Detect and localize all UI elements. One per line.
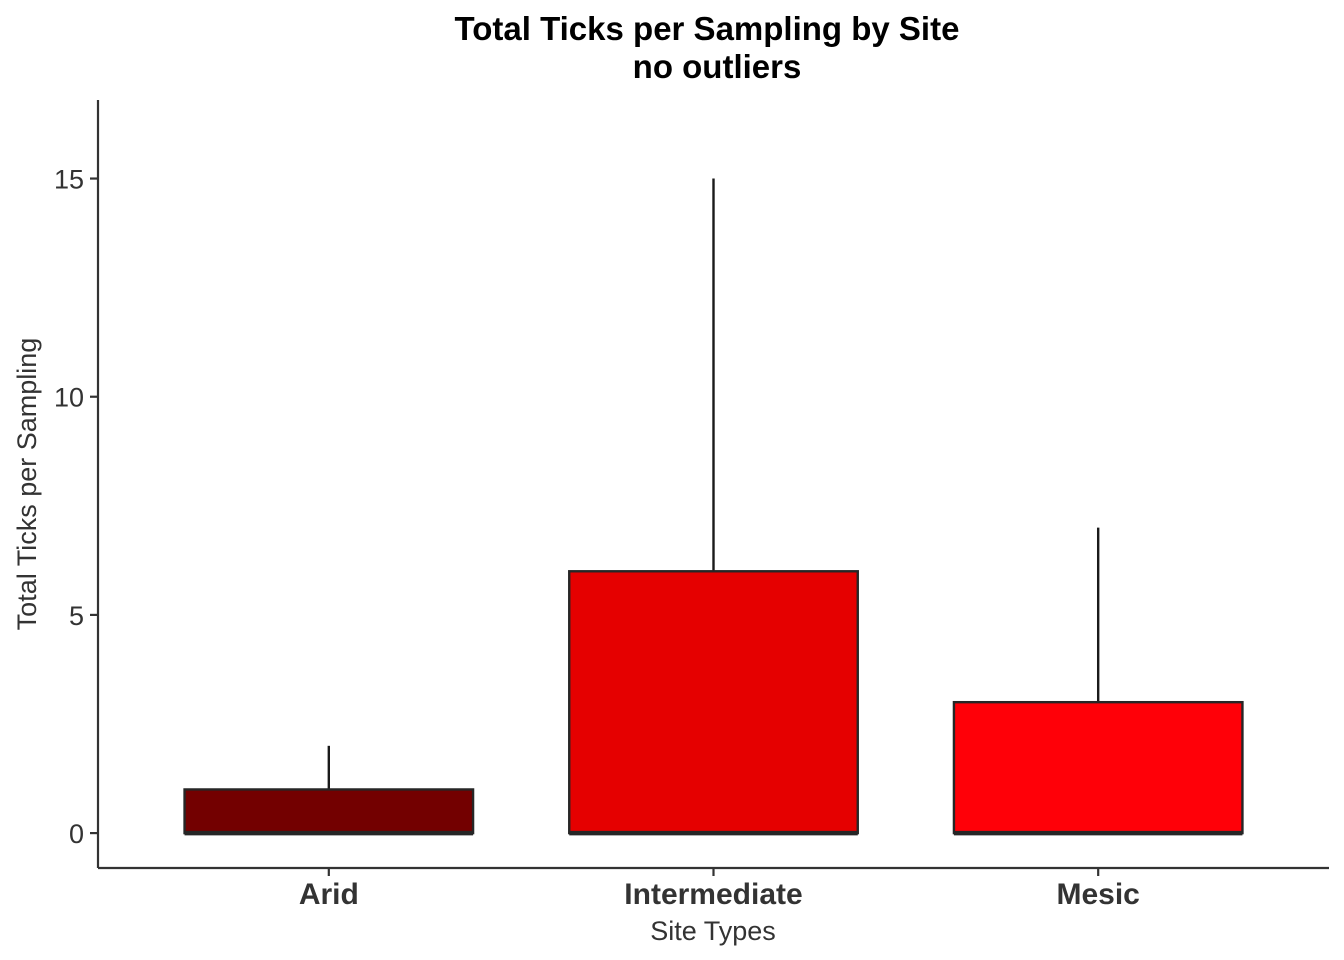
box-mesic [952,700,1244,835]
y-tick-label: 10 [54,383,84,413]
chart-subtitle: no outliers [633,48,802,85]
x-tick-label: Mesic [1056,878,1139,911]
x-axis-ticks: Arid Intermediate Mesic [299,868,1140,911]
x-tick-label: Arid [299,878,359,911]
box-arid [183,788,475,835]
y-axis-ticks: 0 5 10 15 [54,165,98,849]
chart-title: Total Ticks per Sampling by Site [455,10,960,47]
box-intermediate [568,570,859,835]
x-axis-title: Site Types [650,916,776,946]
x-tick-label: Intermediate [624,878,802,911]
y-axis-title: Total Ticks per Sampling [12,338,42,631]
y-tick-label: 15 [54,165,84,195]
y-tick-label: 5 [69,601,84,631]
y-tick-label: 0 [69,819,84,849]
plot-area [183,178,1244,836]
